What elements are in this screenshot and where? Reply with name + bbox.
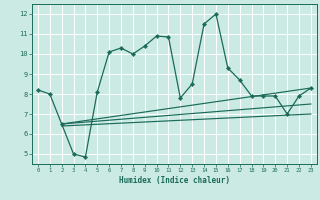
X-axis label: Humidex (Indice chaleur): Humidex (Indice chaleur) — [119, 176, 230, 185]
